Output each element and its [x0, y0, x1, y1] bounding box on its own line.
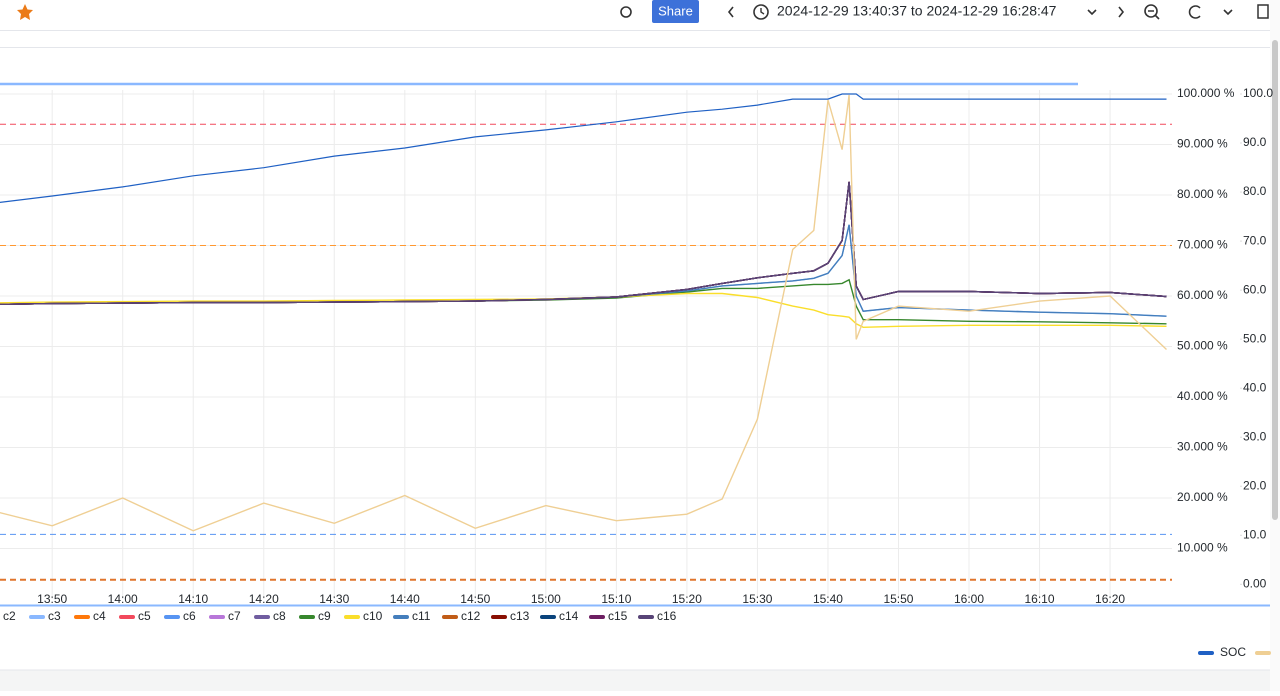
star-icon[interactable]	[17, 4, 33, 20]
x-tick-label: 16:10	[1025, 592, 1055, 606]
legend-label: c12	[461, 609, 481, 623]
y2-tick-label: 0.00	[1243, 576, 1267, 590]
panel-icon[interactable]	[1257, 4, 1269, 19]
series-line	[0, 181, 1167, 306]
clock-hands	[760, 8, 765, 15]
share-label[interactable]: Share	[658, 3, 693, 18]
y-tick-label: 40.000 %	[1177, 389, 1228, 403]
footer-bar	[0, 670, 1270, 691]
toolbar	[0, 0, 1280, 30]
refresh-dropdown[interactable]	[1223, 9, 1233, 16]
legend-label: c2	[3, 609, 16, 623]
legend-label: c7	[228, 609, 241, 623]
series-line	[0, 181, 1167, 306]
y2-tick-label: 60.0	[1243, 282, 1267, 296]
series-line	[0, 181, 1167, 306]
series-line	[0, 93, 1167, 203]
y-tick-label: 20.000 %	[1177, 490, 1228, 504]
x-tick-label: 15:10	[601, 592, 631, 606]
y2-tick-label: 30.0	[1243, 429, 1267, 443]
series-line	[0, 181, 1167, 306]
plot: 100.000 % 90.000 % 80.000 % 70.000 % 60.000 …	[0, 86, 1273, 659]
x-tick-label: 15:50	[883, 592, 913, 606]
x-tick-label: 14:10	[178, 592, 208, 606]
series-line	[0, 181, 1167, 306]
x-tick-label: 14:20	[249, 592, 279, 606]
legend-label: c10	[363, 609, 383, 623]
legend-label: c16	[657, 609, 677, 623]
y-tick-label: 100.000 %	[1177, 86, 1235, 100]
y2-tick-label: 80.0	[1243, 184, 1267, 198]
series-line	[0, 292, 1167, 329]
clock-icon	[753, 4, 769, 20]
x-tick-label: 14:30	[319, 592, 349, 606]
x-tick-label: 15:00	[531, 592, 561, 606]
legend-label: c13	[510, 609, 530, 623]
y2-tick-label: 90.0	[1243, 135, 1267, 149]
y2-tick-label: 50.0	[1243, 331, 1267, 345]
series-line	[0, 181, 1167, 306]
y2-tick-label: 70.0	[1243, 233, 1267, 247]
x-tick-label: 13:50	[37, 592, 67, 606]
prev-button[interactable]	[727, 6, 734, 18]
y2-tick-label: 40.0	[1243, 380, 1267, 394]
y-tick-label: 60.000 %	[1177, 288, 1228, 302]
refresh-icon[interactable]	[1188, 5, 1201, 19]
y-tick-label: 30.000 %	[1177, 440, 1228, 454]
series-line	[0, 181, 1167, 306]
x-tick-label: 15:20	[672, 592, 702, 606]
y-tick-label: 10.000 %	[1177, 541, 1228, 555]
x-tick-label: 16:00	[954, 592, 984, 606]
legend-label: c4	[93, 609, 106, 623]
y-tick-label: 80.000 %	[1177, 187, 1228, 201]
series-line	[0, 181, 1167, 306]
settings-icon[interactable]	[620, 6, 632, 18]
y-tick-label: 70.000 %	[1177, 238, 1228, 252]
next-button[interactable]	[1118, 6, 1125, 18]
share-button[interactable]	[652, 0, 699, 23]
x-tick-label: 14:50	[460, 592, 490, 606]
time-range[interactable]: 2024-12-29 13:40:37 to 2024-12-29 16:28:…	[777, 3, 1057, 19]
series-line	[0, 94, 1167, 532]
series-line	[0, 181, 1167, 306]
y-tick-label: 50.000 %	[1177, 339, 1228, 353]
y2-tick-label: 10.0	[1243, 527, 1267, 541]
x-tick-label: 15:30	[742, 592, 772, 606]
x-tick-label: 16:20	[1095, 592, 1125, 606]
range-dropdown[interactable]	[1087, 9, 1097, 16]
x-tick-label: 14:00	[108, 592, 138, 606]
scrollbar-thumb[interactable]	[1272, 40, 1278, 520]
legend-label: c15	[608, 609, 628, 623]
legend-label: c14	[559, 609, 579, 623]
y2-tick-label: 20.0	[1243, 478, 1267, 492]
legend-label: c6	[183, 609, 196, 623]
legend-label: c3	[48, 609, 61, 623]
legend-label: c9	[318, 609, 331, 623]
zoom-out-glyph	[1148, 10, 1160, 20]
legend-label: c5	[138, 609, 151, 623]
x-tick-label: 15:40	[813, 592, 843, 606]
legend-label: c11	[412, 609, 431, 623]
legend-label: c8	[273, 609, 286, 623]
legend-label: SOC	[1220, 645, 1246, 659]
zoom-out-icon[interactable]	[1144, 4, 1158, 18]
x-tick-label: 14:40	[390, 592, 420, 606]
series-line	[0, 181, 1167, 306]
series-line	[0, 181, 1167, 306]
y-tick-label: 90.000 %	[1177, 137, 1228, 151]
y2-tick-label: 100.0	[1243, 86, 1273, 100]
